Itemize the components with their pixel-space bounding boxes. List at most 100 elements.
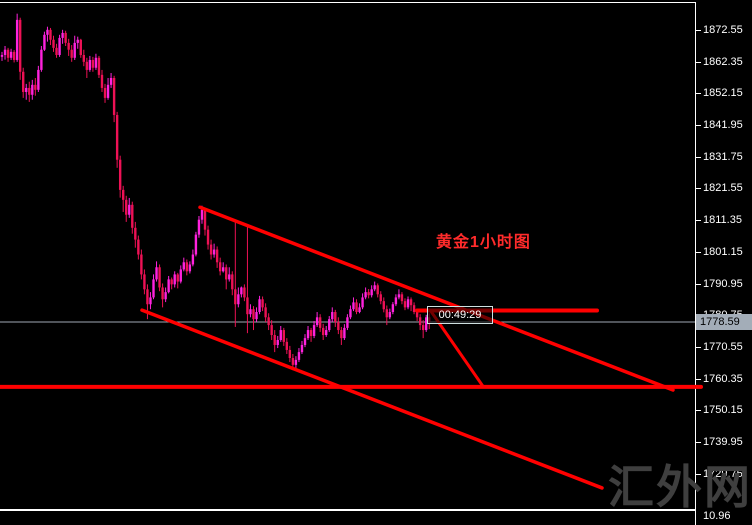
candle-body (364, 292, 367, 298)
candle-body (249, 309, 252, 315)
candle-body (152, 279, 155, 298)
candle-body (334, 312, 337, 322)
candle-body (228, 274, 231, 280)
candle-body (367, 292, 370, 296)
candle-body (176, 274, 179, 282)
current-price-tag: 1778.59 (696, 314, 752, 330)
candle-body (173, 274, 176, 285)
candle-body (346, 317, 349, 328)
candle-body (85, 61, 89, 70)
candle-body (391, 304, 395, 313)
candle-body (212, 249, 216, 255)
candle-body (412, 305, 416, 313)
candle-body (297, 352, 301, 360)
candle-body (303, 338, 307, 345)
axis-tick-label: 1821.55 (703, 182, 743, 195)
candle-body (100, 74, 104, 88)
candle-body (358, 307, 361, 313)
candle-body (103, 87, 107, 98)
candle-body (179, 269, 182, 282)
chart-border-top (0, 2, 696, 3)
candle-body (237, 294, 240, 305)
candle-body (276, 339, 279, 345)
chart-title-annotation: 黄金1小时图 (436, 234, 531, 251)
candle-body (370, 289, 373, 296)
candle-body (106, 84, 110, 98)
trendline-upper-channel[interactable] (198, 205, 675, 392)
candle-body (82, 54, 86, 62)
axis-tick-label: 1750.15 (703, 404, 743, 417)
candle-body (291, 358, 295, 365)
candle-body (185, 262, 189, 272)
candle-body (282, 330, 285, 342)
candle-body (40, 49, 43, 70)
candle-body (270, 325, 273, 336)
candle-body (161, 287, 164, 300)
candle-body (112, 77, 116, 115)
candle-body (134, 227, 137, 240)
axis-tick (695, 410, 701, 411)
axis-tick-label: 1770.55 (703, 340, 743, 353)
subpane-scale-value: 10.96 (703, 510, 731, 522)
candle-body (415, 312, 419, 318)
axis-tick-label: 1831.75 (703, 150, 743, 163)
axis-tick-label: 1852.15 (703, 87, 743, 100)
candle-body (400, 294, 404, 302)
candle-body (125, 199, 128, 215)
candle-body (164, 292, 167, 300)
candle-body (318, 317, 322, 328)
candle-body (240, 287, 243, 295)
candle-body (15, 19, 19, 60)
candle-body (300, 344, 304, 353)
candle-body (352, 302, 355, 310)
candle-body (73, 42, 76, 58)
candle-body (155, 267, 158, 280)
candle-body (67, 42, 70, 50)
candle-body (331, 312, 334, 320)
candle-body (215, 249, 219, 263)
candle-body (403, 301, 407, 308)
candle-body (88, 59, 92, 70)
candle-body (49, 29, 52, 40)
candle-body (137, 239, 140, 255)
candle-body (58, 37, 61, 55)
candle-body (255, 312, 258, 320)
axis-tick-label: 1841.95 (703, 119, 743, 132)
axis-tick (695, 125, 701, 126)
axis-tick-label: 1739.95 (703, 436, 743, 449)
trendline-lower-channel[interactable] (140, 308, 604, 490)
axis-tick-label: 1760.35 (703, 372, 743, 385)
candle-body (200, 209, 204, 220)
candle-body (158, 267, 161, 288)
candle-body (267, 317, 270, 326)
candle-body (46, 29, 49, 35)
candle-body (409, 299, 413, 306)
candle-body (64, 32, 67, 43)
candle-body (79, 39, 82, 55)
candle-body (9, 51, 13, 58)
axis-border (695, 2, 696, 525)
candle-body (252, 309, 255, 320)
axis-tick (695, 157, 701, 158)
axis-tick (695, 379, 701, 380)
candle-body (203, 209, 207, 230)
candle-body (394, 297, 398, 305)
candle-body (343, 327, 346, 339)
candle-body (94, 57, 98, 68)
candle-body (258, 299, 261, 313)
candle-body (3, 49, 7, 55)
candle-body (279, 330, 282, 340)
candle-body (182, 262, 185, 270)
candle-body (328, 319, 331, 331)
candle-body (221, 267, 225, 272)
candle-body (118, 159, 122, 190)
candle-body (52, 39, 55, 48)
candle-body (246, 297, 249, 315)
candle-body (306, 330, 310, 339)
axis-tick-label: 1790.95 (703, 277, 743, 290)
candle-body (37, 69, 40, 90)
candle-body (379, 294, 382, 302)
candle-body (243, 287, 246, 298)
axis-tick (695, 62, 701, 63)
